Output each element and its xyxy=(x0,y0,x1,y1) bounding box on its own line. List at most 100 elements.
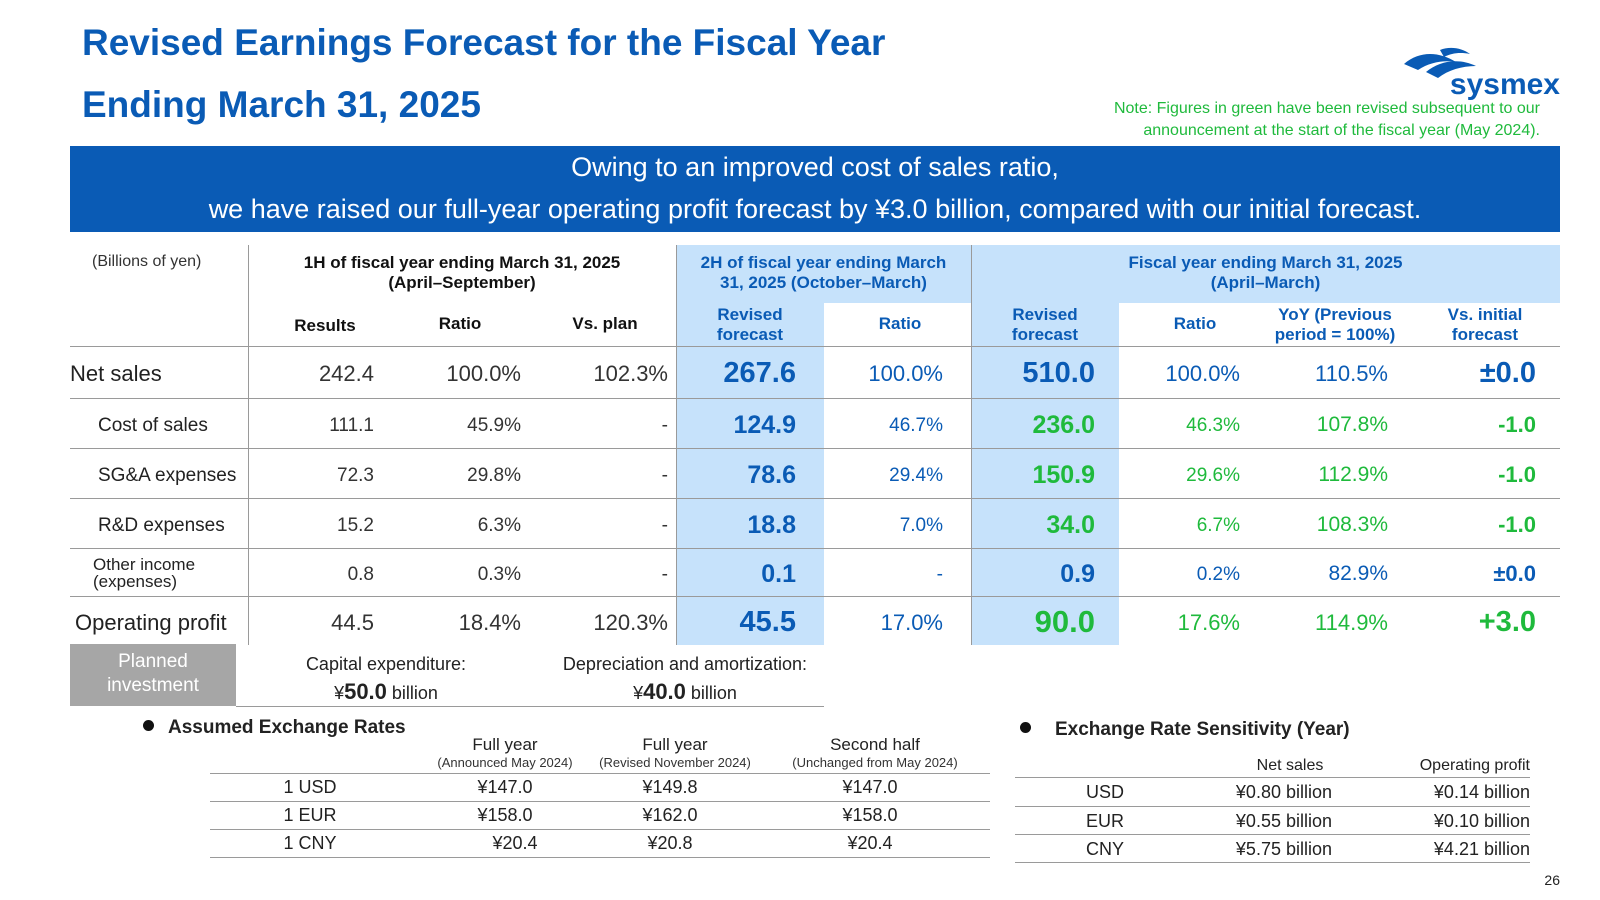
logo-text: sysmex xyxy=(1449,68,1560,101)
cell-1h-vsplan: - xyxy=(661,564,668,585)
dep-value-line: ¥40.0 billion xyxy=(540,678,830,707)
cell-fy-ratio: 17.6% xyxy=(1177,610,1240,635)
exchange-rates-title: Assumed Exchange Rates xyxy=(143,717,406,739)
group-2h-header: 2H of fiscal year ending March 31, 2025 … xyxy=(676,253,971,293)
row-label: Operating profit xyxy=(75,610,227,635)
cell-2h-ratio: 100.0% xyxy=(868,361,943,386)
er-announced: ¥20.4 xyxy=(492,833,538,853)
capex-value: 50.0 xyxy=(344,679,387,704)
row-label: R&D expenses xyxy=(98,515,225,536)
cell-fy-revised: 0.9 xyxy=(1060,560,1095,588)
capex-value-line: ¥50.0 billion xyxy=(236,678,536,707)
cell-2h-ratio: 29.4% xyxy=(889,465,943,486)
cell-fy-vsinit: -1.0 xyxy=(1498,462,1536,487)
exchange-rates-title-text: Assumed Exchange Rates xyxy=(168,717,406,738)
group-fy-header: Fiscal year ending March 31, 2025 (April… xyxy=(971,253,1560,293)
cell-2h-ratio: - xyxy=(936,564,943,585)
cell-fy-ratio: 29.6% xyxy=(1186,465,1240,486)
row-line-2 xyxy=(70,448,1560,449)
band-fy-header xyxy=(971,245,1560,303)
cell-1h-results: 0.8 xyxy=(347,564,374,585)
col-fy-vsinit-l1: Vs. initial xyxy=(1447,305,1523,324)
group-fy-line1: Fiscal year ending March 31, 2025 xyxy=(1128,253,1403,272)
sens-sales: ¥0.80 billion xyxy=(1235,782,1332,802)
dep-yen: ¥ xyxy=(633,683,644,703)
cell-2h-revised: 267.6 xyxy=(723,357,796,389)
row-label: SG&A expenses xyxy=(98,465,237,486)
er-announced: ¥147.0 xyxy=(477,777,533,797)
bullet-icon xyxy=(143,720,154,731)
row-label-line1: Other income xyxy=(93,555,196,574)
headline-banner: Owing to an improved cost of sales ratio… xyxy=(70,146,1560,232)
band-2h-header xyxy=(676,245,971,303)
sens-line-0 xyxy=(1015,777,1530,778)
sens-currency: CNY xyxy=(1085,839,1124,859)
band-fy-revised xyxy=(971,303,1119,645)
sens-col-sales: Net sales xyxy=(1256,757,1324,774)
row-line-3 xyxy=(70,498,1560,499)
col-fy-revised: Revised forecast xyxy=(971,305,1119,345)
sens-sales: ¥0.55 billion xyxy=(1235,811,1332,831)
er-col1-l2: (Announced May 2024) xyxy=(437,755,573,770)
bullet-icon xyxy=(1020,722,1031,733)
er-currency: 1 EUR xyxy=(283,805,337,825)
cell-fy-yoy: 112.9% xyxy=(1318,463,1388,486)
cell-1h-results: 15.2 xyxy=(337,515,374,536)
depreciation-block: Depreciation and amortization: ¥40.0 bil… xyxy=(540,650,830,707)
dep-value: 40.0 xyxy=(643,679,686,704)
divider-v1 xyxy=(248,245,249,645)
er-line-1 xyxy=(210,801,990,802)
er-second-half: ¥20.4 xyxy=(847,833,893,853)
cell-fy-ratio: 100.0% xyxy=(1165,361,1240,386)
sens-col-op: Operating profit xyxy=(1419,757,1530,774)
sens-line-3 xyxy=(1015,862,1530,863)
cell-1h-ratio: 18.4% xyxy=(458,610,521,635)
cell-1h-results: 44.5 xyxy=(331,610,374,635)
row-label: Cost of sales xyxy=(98,415,208,436)
dep-label: Depreciation and amortization: xyxy=(562,654,808,674)
col-fy-yoy: YoY (Previous period = 100%) xyxy=(1260,305,1410,345)
sens-currency: USD xyxy=(1085,782,1124,802)
cell-2h-ratio: 7.0% xyxy=(899,515,943,536)
cell-fy-vsinit: -1.0 xyxy=(1498,512,1536,537)
cell-1h-ratio: 0.3% xyxy=(477,564,521,585)
er-line-3 xyxy=(210,857,990,858)
cell-2h-revised: 78.6 xyxy=(747,461,796,489)
group-1h-line2: (April–September) xyxy=(388,273,536,292)
pi-underline xyxy=(236,706,824,707)
planned-investment-label: Planned investment xyxy=(70,644,236,706)
page-title-line1: Revised Earnings Forecast for the Fiscal… xyxy=(82,22,886,63)
cell-1h-ratio: 100.0% xyxy=(446,361,521,386)
col-fy-yoy-l2: period = 100%) xyxy=(1274,325,1396,344)
er-col1-header: Full year (Announced May 2024) xyxy=(430,735,580,770)
cell-2h-ratio: 46.7% xyxy=(889,415,943,436)
row-line-0 xyxy=(70,346,1560,347)
er-line-2 xyxy=(210,829,990,830)
group-1h-header: 1H of fiscal year ending March 31, 2025 … xyxy=(248,253,676,293)
page-number: 26 xyxy=(1544,872,1560,888)
cell-2h-revised: 124.9 xyxy=(733,411,796,439)
pi-label-line1: Planned xyxy=(118,651,188,672)
cell-1h-ratio: 29.8% xyxy=(467,465,521,486)
band-2h-revised xyxy=(676,303,824,645)
banner-line1: Owing to an improved cost of sales ratio… xyxy=(571,152,1059,182)
er-second-half: ¥158.0 xyxy=(842,805,898,825)
er-revised: ¥149.8 xyxy=(642,777,698,797)
cell-1h-vsplan: - xyxy=(661,415,668,436)
er-currency: 1 CNY xyxy=(283,833,337,853)
cell-fy-yoy: 114.9% xyxy=(1315,610,1388,635)
col-fy-yoy-l1: YoY (Previous xyxy=(1278,305,1392,324)
capex-unit: billion xyxy=(386,683,438,703)
col-1h-vsplan: Vs. plan xyxy=(572,314,638,333)
cell-2h-ratio: 17.0% xyxy=(880,610,943,635)
capex-block: Capital expenditure: ¥50.0 billion xyxy=(236,650,536,707)
sens-sales: ¥5.75 billion xyxy=(1235,839,1332,859)
col-fy-vsinit: Vs. initial forecast xyxy=(1420,305,1550,345)
er-col3-l1: Second half xyxy=(830,735,920,754)
er-col3-l2: (Unchanged from May 2024) xyxy=(792,755,958,770)
row-line-5 xyxy=(70,596,1560,597)
col-2h-revised-l2: forecast xyxy=(716,325,784,344)
cell-fy-vsinit: +3.0 xyxy=(1478,606,1536,638)
cell-fy-revised: 34.0 xyxy=(1046,511,1095,539)
cell-fy-ratio: 6.7% xyxy=(1196,515,1240,536)
